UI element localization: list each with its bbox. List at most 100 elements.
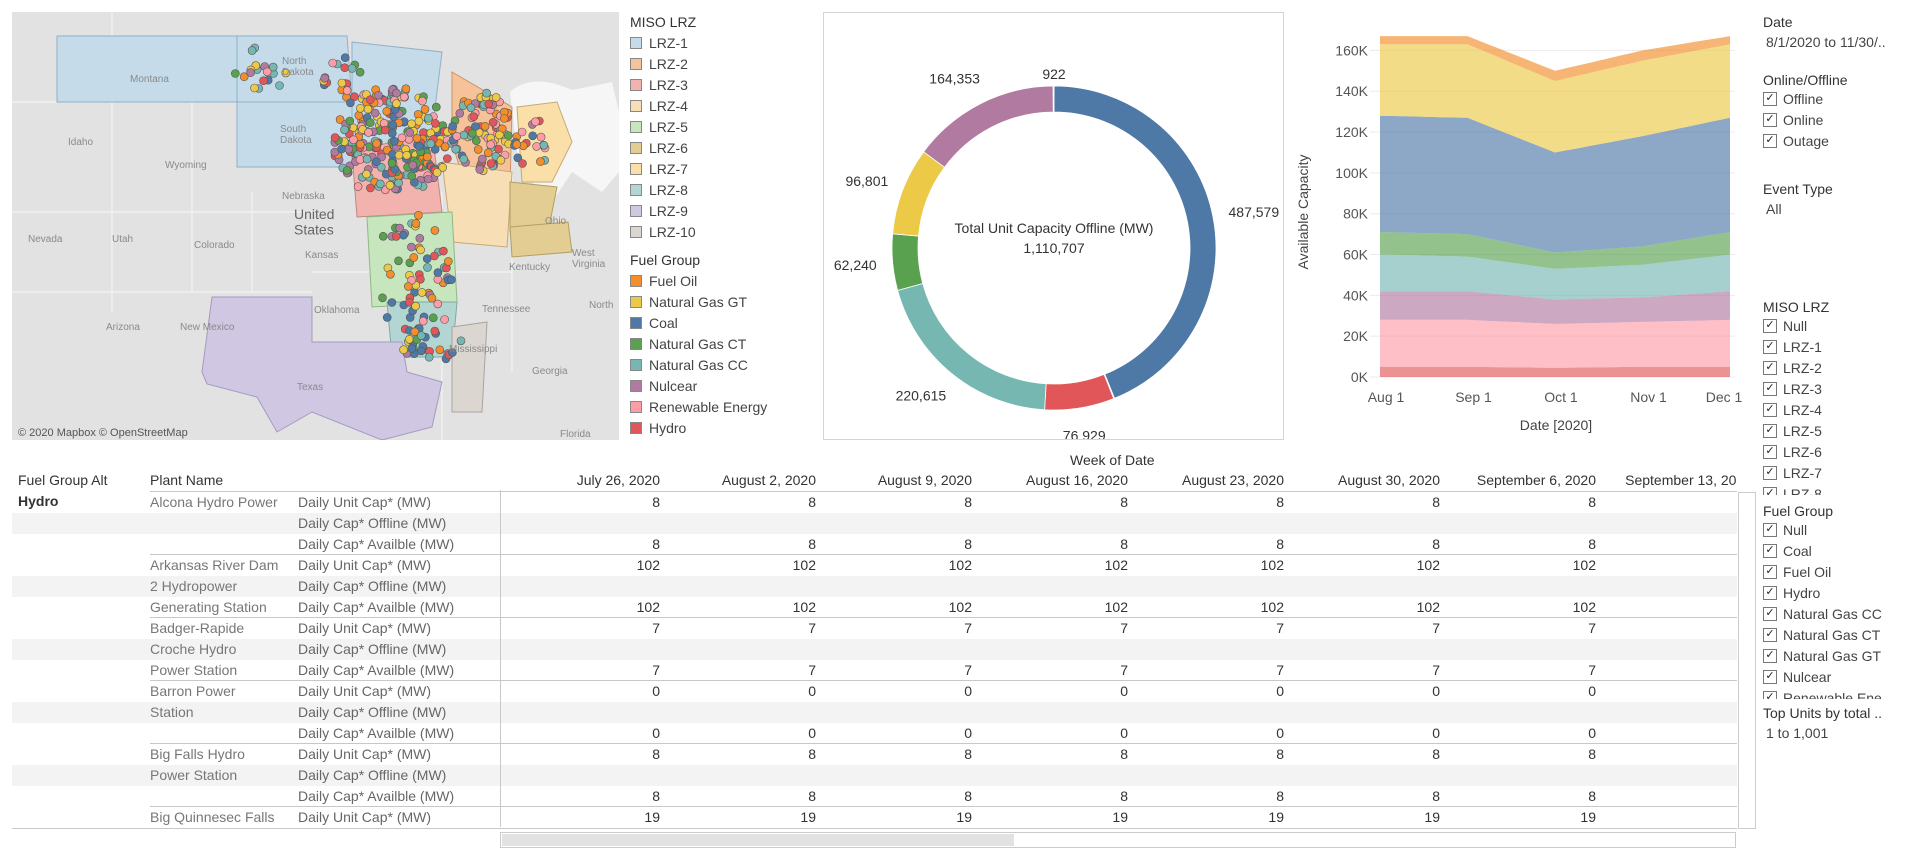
plant-dot[interactable] bbox=[403, 282, 413, 291]
fuel-filter-option[interactable]: ✓ Coal bbox=[1763, 540, 1913, 561]
area-layer[interactable] bbox=[1380, 254, 1730, 300]
plant-dot[interactable] bbox=[356, 139, 365, 149]
plant-dot[interactable] bbox=[391, 232, 401, 241]
plant-dot[interactable] bbox=[402, 150, 412, 160]
plant-dot[interactable] bbox=[480, 122, 490, 131]
value-cell[interactable]: 8 bbox=[964, 788, 972, 804]
plant-dot[interactable] bbox=[456, 336, 466, 346]
value-cell[interactable]: 0 bbox=[1588, 683, 1596, 699]
lrz-legend-item[interactable]: LRZ-8 bbox=[630, 179, 810, 200]
value-cell[interactable]: 102 bbox=[1104, 557, 1128, 573]
lrz-legend-item[interactable]: LRZ-6 bbox=[630, 137, 810, 158]
plant-dot[interactable] bbox=[366, 183, 375, 193]
plant-dot[interactable] bbox=[442, 154, 452, 163]
value-cell[interactable]: 8 bbox=[1120, 536, 1128, 552]
value-cell[interactable]: 8 bbox=[1432, 494, 1440, 510]
value-cell[interactable]: 0 bbox=[1588, 725, 1596, 741]
plant-dot[interactable] bbox=[417, 288, 427, 297]
plant-dot[interactable] bbox=[397, 133, 407, 143]
plant-dot[interactable] bbox=[518, 159, 527, 168]
offline-capacity-donut[interactable]: 487,579 76,929 220,615 62,240 96,801 164,353 9… bbox=[823, 12, 1284, 444]
checkbox-checked-icon[interactable]: ✓ bbox=[1763, 465, 1777, 480]
plant-dot[interactable] bbox=[416, 245, 425, 255]
plant-dot[interactable] bbox=[448, 122, 458, 131]
plant-dot[interactable] bbox=[418, 96, 427, 106]
plant-dot[interactable] bbox=[392, 99, 401, 108]
area-layer[interactable] bbox=[1380, 44, 1730, 153]
value-cell[interactable]: 8 bbox=[1588, 746, 1596, 762]
map-canvas[interactable]: Montana North Dakota South Dakota Wyoming … bbox=[12, 12, 619, 440]
value-cell[interactable]: 19 bbox=[1112, 809, 1128, 825]
top-units-filter-value[interactable]: 1 to 1,001 bbox=[1766, 725, 1829, 741]
plant-dot[interactable] bbox=[495, 130, 504, 140]
plant-dot[interactable] bbox=[363, 104, 373, 114]
plant-dot[interactable] bbox=[440, 315, 449, 324]
plant-dot[interactable] bbox=[401, 84, 411, 93]
value-cell[interactable]: 8 bbox=[652, 494, 660, 510]
plant-dot[interactable] bbox=[484, 99, 494, 109]
value-cell[interactable]: 8 bbox=[1588, 536, 1596, 552]
value-cell[interactable]: 8 bbox=[808, 536, 816, 552]
value-cell[interactable]: 0 bbox=[808, 725, 816, 741]
value-cell[interactable]: 1 bbox=[1632, 809, 1737, 825]
donut-slice[interactable] bbox=[1053, 85, 1217, 399]
plant-dot[interactable] bbox=[405, 128, 415, 137]
checkbox-checked-icon[interactable]: ✓ bbox=[1763, 606, 1777, 621]
plant-dot[interactable] bbox=[378, 293, 387, 303]
plant-name-cell[interactable]: Generating Station bbox=[150, 599, 267, 615]
lrz-legend-item[interactable]: LRZ-9 bbox=[630, 200, 810, 221]
lrz-filter-option[interactable]: ✓ LRZ-8 bbox=[1763, 483, 1913, 495]
plant-dot[interactable] bbox=[440, 142, 450, 151]
value-cell[interactable]: 8 bbox=[964, 746, 972, 762]
plant-dot[interactable] bbox=[394, 256, 403, 266]
plant-dot[interactable] bbox=[372, 139, 381, 148]
plant-dot[interactable] bbox=[330, 133, 340, 142]
plant-dot[interactable] bbox=[354, 111, 364, 120]
plant-dot[interactable] bbox=[262, 67, 272, 77]
table-vertical-scrollbar[interactable] bbox=[1738, 492, 1756, 829]
plant-dot[interactable] bbox=[483, 148, 493, 158]
plant-dot[interactable] bbox=[459, 154, 469, 164]
lrz-legend-item[interactable]: LRZ-5 bbox=[630, 116, 810, 137]
value-cell[interactable]: 10 bbox=[1632, 557, 1737, 573]
plant-name-cell[interactable]: Big Quinnesec Falls bbox=[150, 809, 275, 825]
fuel-filter-option[interactable]: ✓ Natural Gas CC bbox=[1763, 603, 1913, 624]
plant-dot[interactable] bbox=[466, 103, 476, 113]
date-column-header[interactable]: September 13, 2020 bbox=[1625, 472, 1737, 488]
plant-dot[interactable] bbox=[475, 165, 485, 174]
value-cell[interactable]: 8 bbox=[964, 536, 972, 552]
value-cell[interactable]: 19 bbox=[1424, 809, 1440, 825]
plant-dot[interactable] bbox=[411, 219, 421, 228]
date-column-header[interactable]: September 6, 2020 bbox=[1476, 472, 1596, 488]
plant-dot[interactable] bbox=[412, 134, 422, 143]
plant-dot[interactable] bbox=[387, 129, 397, 138]
plant-dot[interactable] bbox=[420, 105, 430, 114]
plant-dot[interactable] bbox=[355, 104, 365, 113]
value-cell[interactable]: 8 bbox=[1276, 536, 1284, 552]
plant-dot[interactable] bbox=[231, 69, 240, 78]
plant-dot[interactable] bbox=[388, 120, 398, 130]
plant-dot[interactable] bbox=[536, 132, 546, 142]
plant-dot[interactable] bbox=[353, 182, 363, 191]
value-cell[interactable]: 7 bbox=[1432, 620, 1440, 636]
plant-dot[interactable] bbox=[503, 131, 513, 140]
plant-dot[interactable] bbox=[531, 117, 540, 126]
fuel-legend-item[interactable]: Natural Gas CT bbox=[630, 333, 810, 354]
plant-dot[interactable] bbox=[250, 83, 259, 93]
plant-dot[interactable] bbox=[409, 253, 419, 262]
date-column-header[interactable]: August 16, 2020 bbox=[1026, 472, 1128, 488]
plant-dot[interactable] bbox=[346, 98, 355, 108]
plant-dot[interactable] bbox=[539, 141, 549, 150]
lrz-legend-item[interactable]: LRZ-10 bbox=[630, 221, 810, 242]
plant-dot[interactable] bbox=[414, 141, 424, 151]
value-cell[interactable]: 8 bbox=[1120, 746, 1128, 762]
value-cell[interactable]: 0 bbox=[1120, 683, 1128, 699]
area-layer[interactable] bbox=[1380, 291, 1730, 324]
plant-dot[interactable] bbox=[349, 135, 358, 145]
online-filter-option[interactable]: ✓ Outage bbox=[1763, 130, 1913, 151]
plant-dot[interactable] bbox=[451, 145, 461, 154]
plant-dot[interactable] bbox=[477, 154, 487, 164]
plant-name-cell[interactable]: Barron Power bbox=[150, 683, 236, 699]
lrz-filter-option[interactable]: ✓ LRZ-2 bbox=[1763, 357, 1913, 378]
plant-dot[interactable] bbox=[459, 130, 469, 140]
